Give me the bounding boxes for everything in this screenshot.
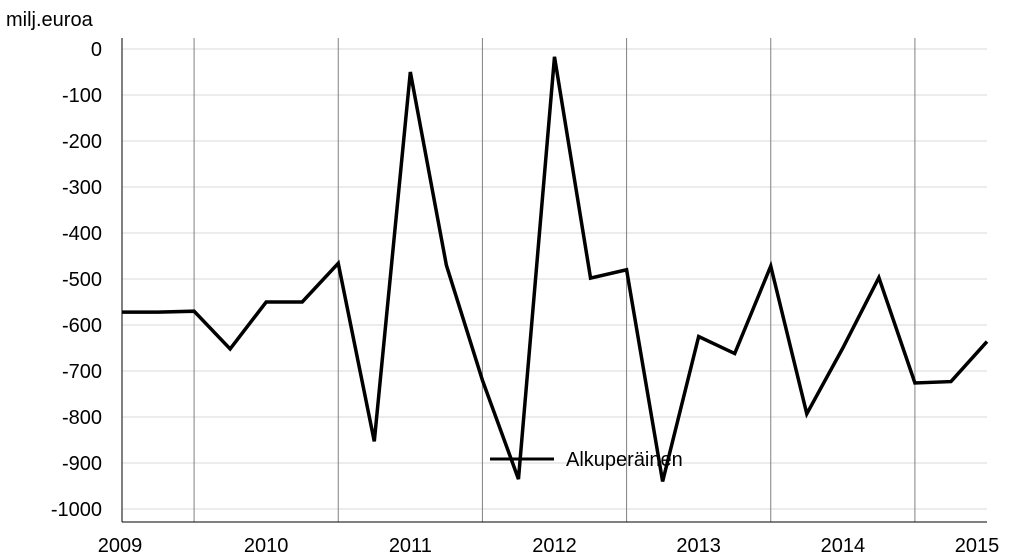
series-lines [121,56,989,482]
y-tick-label: -900 [62,453,102,475]
y-tick-label: -600 [62,315,102,337]
x-tick-label: 2012 [532,535,577,557]
x-tick-label: 2010 [244,535,289,557]
y-tick-label: -800 [62,407,102,429]
x-tick-label: 2015 [955,535,1000,557]
y-tick-label: -1000 [51,499,102,521]
legend-label: Alkuperäinen [566,449,683,471]
y-tick-label: -400 [62,223,102,245]
y-tick-label: -700 [62,361,102,383]
y-tick-label: -500 [62,269,102,291]
year-dividers [193,38,916,522]
x-tick-label: 2014 [821,535,866,557]
series-line [122,56,989,482]
gridlines [122,48,987,510]
x-tick-label: 2011 [389,535,432,557]
y-tick-label: -100 [62,85,102,107]
x-tick-labels: 2009 2010 2011 2012 2013 2014 2015 [98,535,1000,557]
y-tick-label: -200 [62,131,102,153]
y-tick-labels: 0 -100 -200 -300 -400 -500 -600 -700 -800 -900 -10… [51,39,102,521]
x-tick-label: 2009 [98,535,143,557]
y-axis-unit-label: milj.euroa [6,9,94,31]
y-tick-label: -300 [62,177,102,199]
axes [121,38,987,523]
y-tick-label: 0 [91,39,102,61]
x-tick-label: 2013 [676,535,721,557]
legend: Alkuperäinen [490,449,683,471]
